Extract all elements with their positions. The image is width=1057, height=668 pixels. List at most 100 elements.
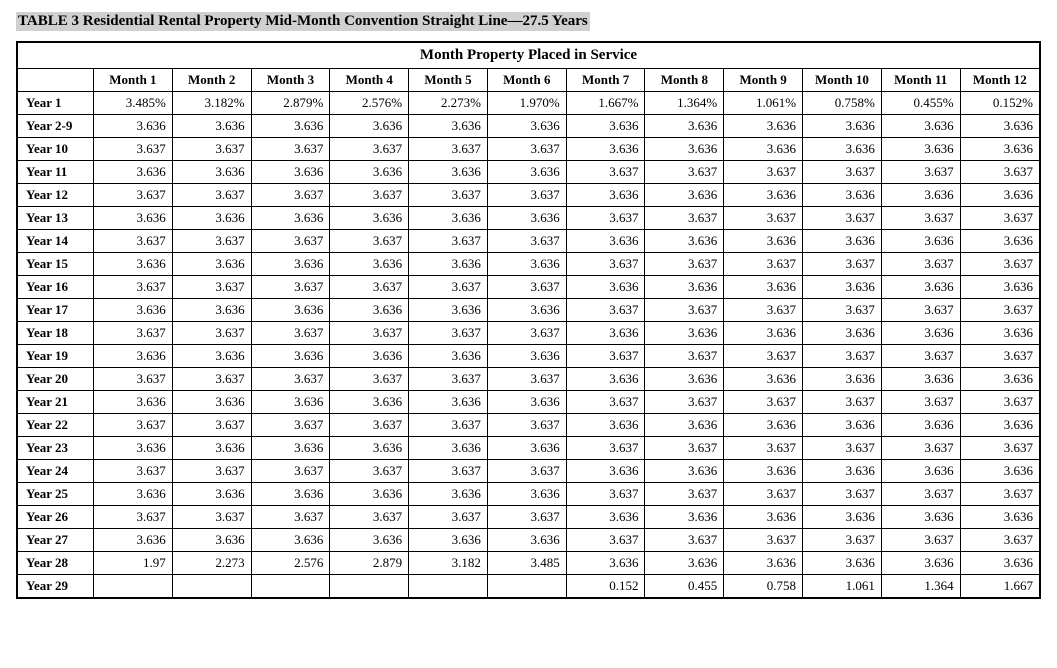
data-cell: 3.636: [645, 506, 724, 529]
data-cell: 3.637: [409, 460, 488, 483]
corner-cell: [18, 69, 94, 92]
data-cell: 3.636: [172, 391, 251, 414]
data-cell: 3.637: [94, 184, 173, 207]
data-cell: 3.636: [251, 161, 330, 184]
data-cell: 3.637: [724, 161, 803, 184]
data-cell: 3.637: [172, 506, 251, 529]
data-cell: 3.637: [960, 391, 1039, 414]
table-row: Year 193.6363.6363.6363.6363.6363.6363.6…: [18, 345, 1039, 368]
col-header: Month 9: [724, 69, 803, 92]
data-cell: 3.636: [566, 138, 645, 161]
year-label: Year 12: [18, 184, 94, 207]
data-cell: 3.637: [487, 184, 566, 207]
data-cell: 1.970%: [487, 92, 566, 115]
data-cell: 3.637: [94, 138, 173, 161]
data-cell: 3.636: [172, 437, 251, 460]
data-cell: 3.636: [172, 345, 251, 368]
data-cell: 3.637: [409, 138, 488, 161]
data-cell: 3.637: [251, 322, 330, 345]
data-cell: 3.636: [330, 299, 409, 322]
data-cell: 3.636: [645, 460, 724, 483]
data-cell: 3.637: [172, 138, 251, 161]
data-cell: 3.636: [803, 506, 882, 529]
data-cell: 3.636: [724, 506, 803, 529]
data-cell: 3.636: [94, 299, 173, 322]
data-cell: 3.636: [803, 414, 882, 437]
data-cell: 3.637: [724, 437, 803, 460]
data-cell: 3.636: [172, 161, 251, 184]
data-cell: 3.637: [881, 345, 960, 368]
data-cell: 2.879%: [251, 92, 330, 115]
header-row: Month 1 Month 2 Month 3 Month 4 Month 5 …: [18, 69, 1039, 92]
data-cell: 3.636: [881, 115, 960, 138]
data-cell: 3.637: [94, 460, 173, 483]
data-cell: 3.636: [330, 483, 409, 506]
data-cell: 2.273%: [409, 92, 488, 115]
data-cell: 3.636: [566, 506, 645, 529]
data-cell: 3.637: [881, 483, 960, 506]
data-cell: 3.636: [960, 460, 1039, 483]
data-cell: 3.637: [724, 299, 803, 322]
data-cell: 3.636: [172, 529, 251, 552]
data-cell: 3.637: [172, 414, 251, 437]
data-cell: 3.637: [487, 368, 566, 391]
data-cell: 3.637: [330, 414, 409, 437]
data-cell: 3.636: [803, 138, 882, 161]
table-row: Year 183.6373.6373.6373.6373.6373.6373.6…: [18, 322, 1039, 345]
data-cell: 3.637: [251, 506, 330, 529]
data-cell: 3.636: [94, 437, 173, 460]
year-label: Year 27: [18, 529, 94, 552]
data-cell: 3.636: [251, 437, 330, 460]
data-cell: 3.182: [409, 552, 488, 575]
year-label: Year 26: [18, 506, 94, 529]
data-cell: 3.636: [487, 437, 566, 460]
col-header: Month 1: [94, 69, 173, 92]
data-cell: 3.637: [645, 391, 724, 414]
data-cell: 3.637: [566, 483, 645, 506]
data-cell: 3.637: [566, 299, 645, 322]
year-label: Year 11: [18, 161, 94, 184]
data-cell: 3.636: [409, 345, 488, 368]
data-cell: 3.637: [94, 230, 173, 253]
data-cell: 3.636: [566, 552, 645, 575]
data-cell: 3.637: [645, 253, 724, 276]
year-label: Year 19: [18, 345, 94, 368]
data-cell: 3.637: [172, 276, 251, 299]
year-label: Year 25: [18, 483, 94, 506]
data-cell: 3.636: [251, 529, 330, 552]
data-cell: 3.636: [881, 368, 960, 391]
data-cell: 3.637: [645, 345, 724, 368]
data-cell: 3.636: [881, 138, 960, 161]
year-label: Year 29: [18, 575, 94, 598]
data-cell: 3.637: [803, 299, 882, 322]
data-cell: 3.636: [94, 345, 173, 368]
table-row: Year 163.6373.6373.6373.6373.6373.6373.6…: [18, 276, 1039, 299]
data-cell: 3.636: [409, 161, 488, 184]
data-cell: 3.637: [330, 322, 409, 345]
data-cell: 3.637: [251, 184, 330, 207]
table-row: Year 243.6373.6373.6373.6373.6373.6373.6…: [18, 460, 1039, 483]
data-cell: [409, 575, 488, 598]
data-cell: 3.637: [172, 460, 251, 483]
table-row: Year 133.6363.6363.6363.6363.6363.6363.6…: [18, 207, 1039, 230]
table-row: Year 290.1520.4550.7581.0611.3641.667: [18, 575, 1039, 598]
data-cell: 3.636: [251, 115, 330, 138]
data-cell: 3.636: [881, 552, 960, 575]
data-cell: 3.636: [330, 529, 409, 552]
data-cell: 3.636: [409, 115, 488, 138]
data-cell: 3.636: [487, 529, 566, 552]
data-cell: 3.637: [881, 161, 960, 184]
data-cell: 3.637: [487, 230, 566, 253]
data-cell: 3.637: [330, 276, 409, 299]
table-row: Year 253.6363.6363.6363.6363.6363.6363.6…: [18, 483, 1039, 506]
data-cell: 3.637: [724, 529, 803, 552]
data-cell: 3.636: [566, 414, 645, 437]
data-cell: 3.637: [409, 230, 488, 253]
data-cell: 3.636: [645, 414, 724, 437]
data-cell: 1.667: [960, 575, 1039, 598]
data-cell: 3.637: [330, 138, 409, 161]
data-cell: 3.636: [645, 552, 724, 575]
data-cell: 3.637: [881, 207, 960, 230]
data-cell: 3.636: [803, 322, 882, 345]
data-cell: 3.636: [724, 552, 803, 575]
